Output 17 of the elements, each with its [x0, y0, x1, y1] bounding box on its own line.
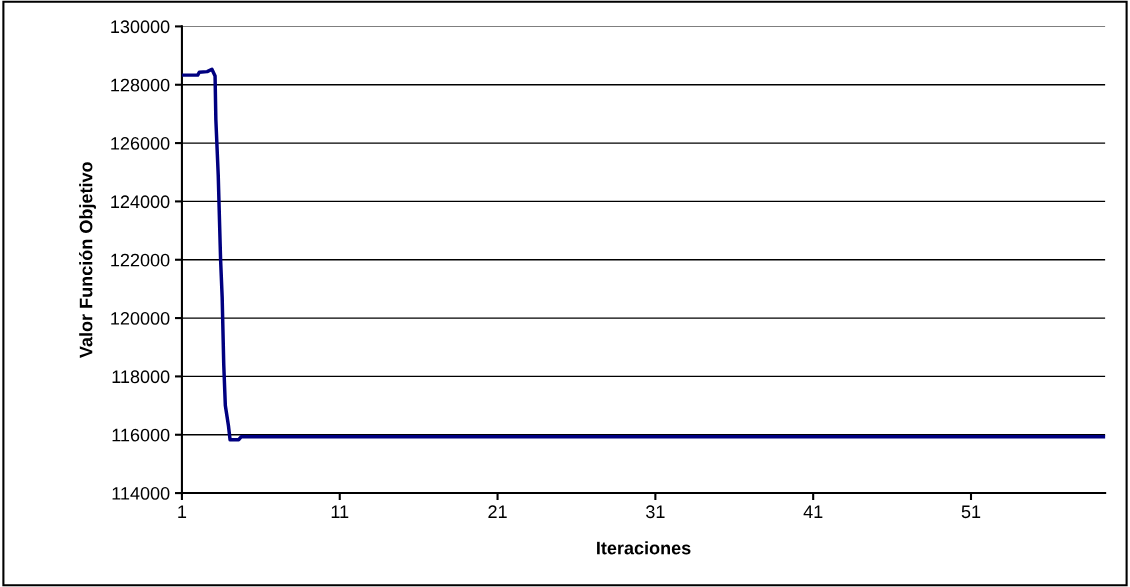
y-tick-label: 116000 — [112, 428, 170, 442]
y-tick-label: 128000 — [111, 78, 170, 92]
y-tick-label: 130000 — [111, 20, 170, 34]
y-tick-label: 126000 — [111, 137, 170, 150]
x-tick-label: 21 — [488, 505, 507, 518]
x-tick-label: 41 — [803, 505, 823, 518]
x-tick-label: 31 — [646, 505, 665, 519]
x-tick-label: 1 — [178, 505, 187, 518]
y-axis-title: Valor Función Objetivo — [79, 162, 96, 358]
x-tick-label: 11 — [331, 505, 349, 518]
y-tick-label: 114000 — [112, 487, 170, 500]
y-tick-label: 122000 — [111, 253, 170, 267]
x-axis-title: Iteraciones — [597, 541, 691, 555]
y-tick-label: 118000 — [112, 370, 170, 384]
y-tick-label: 120000 — [111, 312, 170, 325]
x-tick-label: 51 — [961, 505, 981, 519]
y-tick-label: 124000 — [111, 195, 170, 209]
